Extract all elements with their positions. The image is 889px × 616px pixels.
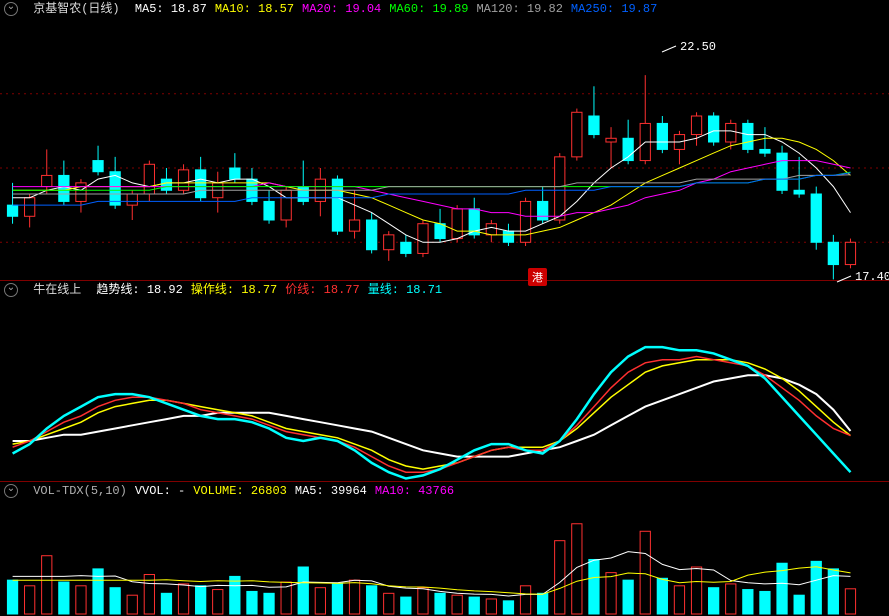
ma-label: MA5: 18.87: [135, 2, 207, 16]
ma-label: MA10: 18.57: [215, 2, 294, 16]
volume-label: MA10: 43766: [375, 484, 454, 498]
indicator-header: ⌄ 牛在线上 趋势线: 18.92 操作线: 18.77 价线: 18.77 量线: …: [0, 281, 889, 299]
indicator-chart[interactable]: [0, 299, 889, 499]
collapse-icon[interactable]: ⌄: [4, 283, 18, 297]
svg-text:22.50: 22.50: [680, 40, 716, 54]
collapse-icon[interactable]: ⌄: [4, 2, 18, 16]
indicator-label: 操作线: 18.77: [191, 283, 277, 297]
indicator-label: 趋势线: 18.92: [96, 283, 182, 297]
volume-label: VOL-TDX(5,10): [33, 484, 127, 498]
indicator-label: 价线: 18.77: [285, 283, 359, 297]
volume-label: VOLUME: 26803: [193, 484, 287, 498]
volume-header: ⌄ VOL-TDX(5,10) VVOL: - VOLUME: 26803 MA5: …: [0, 482, 889, 500]
volume-panel[interactable]: ⌄ VOL-TDX(5,10) VVOL: - VOLUME: 26803 MA5: …: [0, 482, 889, 598]
main-header: ⌄ 京基智农(日线) MA5: 18.87 MA10: 18.57 MA20: 19…: [0, 0, 889, 18]
indicator-panel[interactable]: ⌄ 牛在线上 趋势线: 18.92 操作线: 18.77 价线: 18.77 量线: …: [0, 281, 889, 482]
main-chart-panel[interactable]: ⌄ 京基智农(日线) MA5: 18.87 MA10: 18.57 MA20: 19…: [0, 0, 889, 281]
ma-label: MA20: 19.04: [302, 2, 381, 16]
candlestick-chart[interactable]: 22.5017.40: [0, 18, 889, 298]
ma-label: MA250: 19.87: [571, 2, 657, 16]
stock-title: 京基智农(日线): [33, 2, 119, 16]
volume-label: MA5: 39964: [295, 484, 367, 498]
indicator-title: 牛在线上: [33, 283, 81, 297]
indicator-label: 量线: 18.71: [368, 283, 442, 297]
collapse-icon[interactable]: ⌄: [4, 484, 18, 498]
volume-label: VVOL: -: [135, 484, 185, 498]
volume-chart[interactable]: [0, 500, 889, 616]
ma-label: MA120: 19.82: [476, 2, 562, 16]
ma-label: MA60: 19.89: [389, 2, 468, 16]
